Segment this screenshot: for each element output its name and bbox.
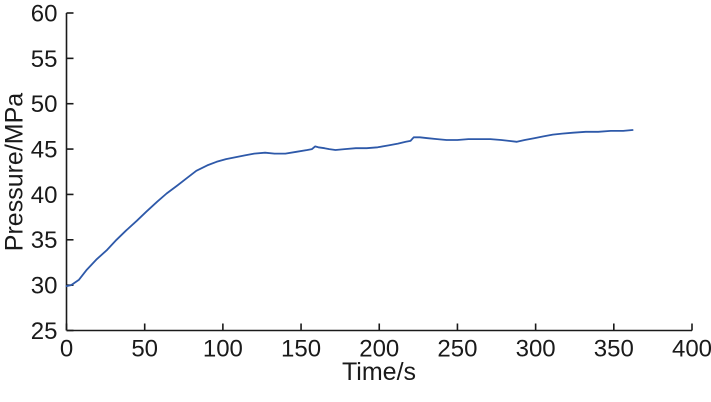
x-tick-label: 200 bbox=[359, 336, 399, 363]
x-tick-label: 350 bbox=[594, 336, 634, 363]
x-tick-label: 50 bbox=[131, 336, 158, 363]
x-tick-label: 100 bbox=[203, 336, 243, 363]
y-tick-label: 35 bbox=[31, 227, 58, 254]
y-axis-label: Pressure/MPa bbox=[0, 92, 29, 252]
y-tick-label: 40 bbox=[31, 182, 58, 209]
x-tick-label: 300 bbox=[516, 336, 556, 363]
y-tick-label: 45 bbox=[31, 136, 58, 163]
y-tick-label: 30 bbox=[31, 273, 58, 300]
x-tick-label: 250 bbox=[437, 336, 477, 363]
x-axis-label: Time/s bbox=[341, 358, 417, 386]
y-tick-label: 55 bbox=[31, 46, 58, 73]
y-tick-label: 50 bbox=[31, 91, 58, 118]
x-tick-label: 400 bbox=[672, 336, 711, 363]
pressure-curve-line bbox=[65, 129, 634, 288]
x-tick-label: 0 bbox=[60, 336, 73, 363]
x-tick-label: 150 bbox=[281, 336, 321, 363]
y-tick-label: 25 bbox=[31, 318, 58, 345]
y-tick-label: 60 bbox=[31, 0, 58, 27]
